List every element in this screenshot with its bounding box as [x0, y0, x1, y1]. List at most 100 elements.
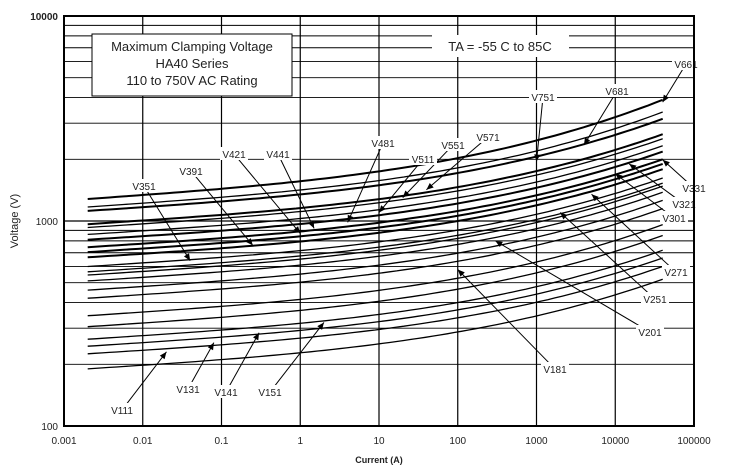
series-label-v441: V441	[266, 150, 290, 161]
arrowhead-v201	[495, 240, 503, 248]
title-box: Maximum Clamping Voltage HA40 Series 110…	[91, 33, 293, 97]
arrowhead-v421	[293, 226, 301, 234]
leader-v141	[228, 332, 260, 388]
leader-v181	[457, 269, 552, 366]
arrowhead-v661	[662, 94, 669, 103]
series-line-v151	[87, 249, 663, 340]
series-label-v151: V151	[258, 388, 282, 399]
leader-v511	[378, 163, 420, 213]
temperature-note-box: TA = -55 C to 85C	[432, 35, 569, 57]
series-line-v441	[87, 158, 664, 249]
series-label-v181: V181	[543, 365, 567, 376]
series-label-v681: V681	[605, 87, 629, 98]
arrowhead-v271	[591, 194, 599, 202]
label-bg-v441	[264, 147, 292, 160]
series-label-v351: V351	[132, 182, 156, 193]
series-line-v251	[87, 207, 663, 299]
label-bg-v301	[660, 211, 688, 224]
arrowhead-v301	[615, 173, 623, 181]
arrowhead-v141	[253, 332, 260, 341]
arrowhead-v321	[629, 163, 637, 171]
series-label-v301: V301	[662, 214, 686, 225]
series-line-v201	[87, 223, 663, 317]
label-bg-v681	[603, 84, 631, 97]
x-axis-label: Current (A)	[355, 455, 403, 465]
arrowhead-v511	[379, 205, 386, 213]
arrowhead-v131	[207, 342, 214, 351]
leader-v681	[583, 95, 615, 146]
x-tick-label: 10	[373, 436, 385, 447]
series-line-v751	[87, 98, 664, 200]
arrowhead-v181	[457, 269, 465, 277]
annotation-leaders	[125, 68, 690, 406]
arrowhead-v251	[560, 212, 568, 220]
series-label-v131: V131	[176, 385, 200, 396]
series-label-v661: V661	[674, 60, 698, 71]
series-line-v331	[87, 182, 663, 273]
series-line-v551	[87, 138, 663, 229]
leader-v271	[591, 193, 672, 269]
series-label-v551: V551	[441, 141, 465, 152]
label-bg-v511	[409, 152, 437, 165]
annotation-labels: V661 V751 V681 V571 V551 V511 V481 V441 V421 V391…	[108, 57, 708, 417]
leader-v151	[273, 322, 325, 388]
label-bg-v481	[369, 136, 397, 149]
series-line-v481	[87, 150, 664, 241]
leader-v321	[628, 163, 680, 201]
label-bg-v351	[130, 179, 158, 192]
label-bg-v751	[529, 90, 557, 103]
arrowhead-v571	[426, 182, 434, 190]
series-label-v571: V571	[476, 133, 500, 144]
y-tick-labels: 100 1000 10000	[30, 12, 58, 433]
series-label-v751: V751	[531, 93, 555, 104]
title-line-1: Maximum Clamping Voltage	[111, 39, 273, 54]
arrowhead-v351	[183, 253, 191, 261]
series-label-v421: V421	[222, 150, 246, 161]
series-line-v661	[87, 111, 663, 208]
label-bg-v421	[220, 147, 248, 160]
leader-v301	[614, 173, 670, 215]
x-tick-label: 0.1	[215, 436, 229, 447]
series-label-v481: V481	[371, 139, 395, 150]
label-bg-v181	[541, 362, 569, 375]
series-line-v571	[87, 133, 664, 226]
series-line-v131	[87, 265, 663, 355]
series-line-v301	[87, 191, 663, 282]
leader-v421	[237, 158, 301, 234]
label-bg-v551	[439, 138, 467, 151]
label-bg-v391	[177, 164, 205, 177]
series-line-v681	[87, 117, 664, 212]
leader-v551	[402, 148, 450, 198]
leader-v201	[495, 240, 646, 330]
x-tick-label: 100000	[677, 436, 711, 447]
label-bg-v151	[256, 385, 284, 398]
x-tick-label: 0.01	[133, 436, 153, 447]
x-tick-label: 10000	[601, 436, 629, 447]
arrowhead-v111	[159, 351, 167, 360]
arrowhead-v331	[662, 159, 670, 167]
series-label-v271: V271	[664, 268, 688, 279]
arrowhead-v551	[402, 190, 410, 198]
leader-v351	[146, 190, 191, 261]
x-tick-labels: 0.001 0.01 0.1 1 10 100 1000 10000 100000	[51, 436, 711, 447]
x-tick-label: 100	[449, 436, 466, 447]
plot-frame	[63, 15, 695, 427]
series-label-v141: V141	[214, 388, 238, 399]
series-line-v181	[87, 234, 663, 328]
label-bg-v141	[212, 385, 240, 398]
leader-v751	[536, 102, 543, 162]
series-line-v511	[87, 145, 663, 236]
x-tick-label: 1	[297, 436, 303, 447]
series-label-v321: V321	[672, 200, 696, 211]
series-label-v391: V391	[179, 167, 203, 178]
leader-v131	[190, 342, 215, 385]
leader-v111	[125, 351, 167, 406]
series-label-v111: V111	[111, 406, 133, 417]
series-line-v141	[87, 257, 663, 347]
series-line-v351	[87, 177, 663, 268]
label-bg-v201	[636, 325, 664, 338]
series-line-v391	[87, 168, 664, 259]
label-bg-v131	[174, 382, 202, 395]
arrowhead-v151	[317, 322, 324, 330]
